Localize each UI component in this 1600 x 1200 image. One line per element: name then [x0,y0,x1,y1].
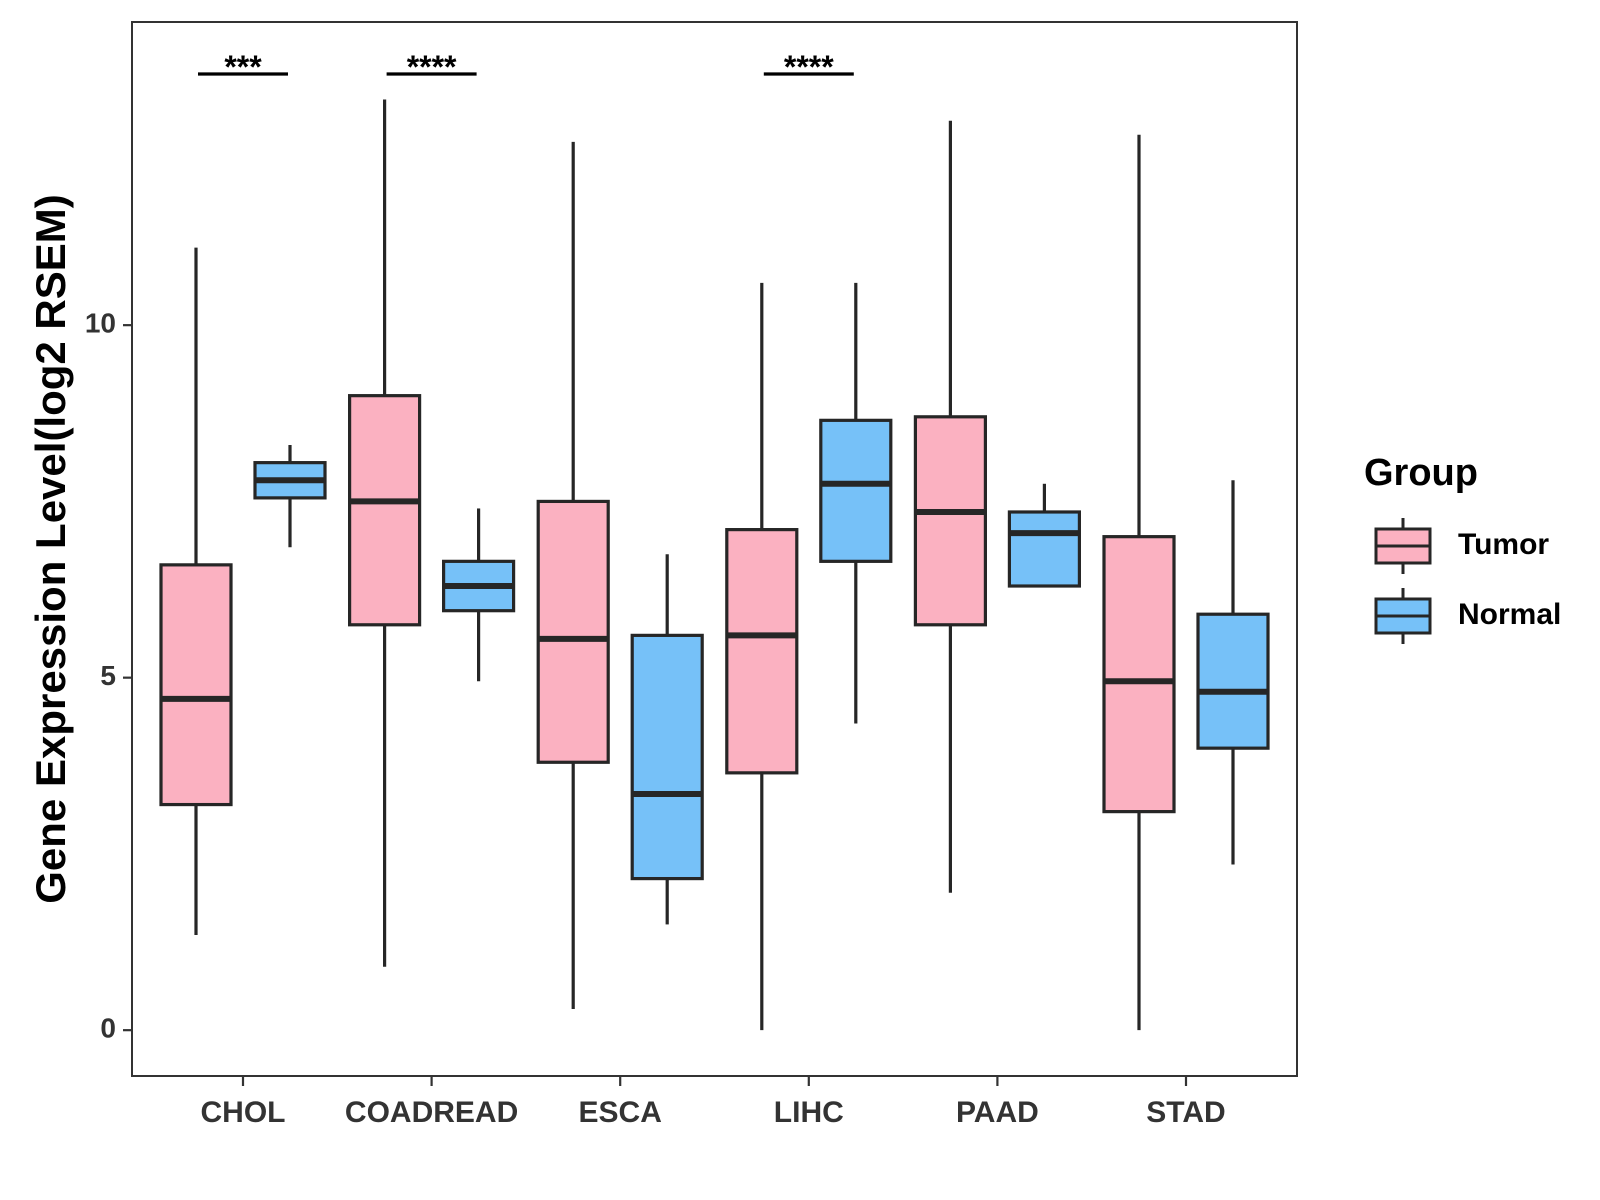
boxes [159,99,1270,1031]
y-tick-label: 0 [100,1013,116,1044]
box-body [348,394,422,627]
significance-coadread: **** [386,49,477,85]
box-tumor-lihc [725,282,799,1031]
box-tumor-paad [913,120,988,893]
box-normal-esca [630,554,704,925]
box-body [1196,612,1270,750]
significance-chol: *** [198,49,288,85]
box-tumor-chol [159,247,233,935]
box-body [536,499,610,764]
x-tick-label: CHOL [201,1096,286,1129]
x-tick-label: STAD [1146,1096,1225,1129]
legend-item-tumor: Tumor [1374,518,1549,574]
significance-label: *** [224,49,262,85]
box-tumor-coadread [348,99,422,967]
box-body [1102,535,1176,814]
x-axis: CHOL COADREAD ESCA LIHC PAAD STAD [201,1076,1226,1129]
x-tick-label: COADREAD [345,1096,518,1129]
legend: Group Tumor Normal [1364,452,1561,644]
box-body [819,418,893,563]
y-axis: 0 5 10 [85,308,132,1044]
legend-label: Normal [1458,598,1561,631]
box-body [913,415,988,627]
box-body [630,633,704,881]
box-normal-coadread [442,508,516,682]
x-tick-label: ESCA [579,1096,662,1129]
box-body [159,563,233,807]
legend-item-normal: Normal [1374,588,1561,644]
y-tick-label: 10 [85,308,116,339]
box-normal-paad [1007,483,1082,588]
box-normal-stad [1196,480,1270,865]
significance-lihc: **** [763,49,854,85]
legend-title: Group [1364,452,1478,494]
y-axis-label: Gene Expression Level(log2 RSEM) [27,194,74,904]
box-normal-lihc [819,282,893,724]
x-tick-label: PAAD [956,1096,1039,1129]
significance-annotations: *** **** **** [198,49,854,85]
y-tick-label: 5 [100,660,116,691]
x-tick-label: LIHC [774,1096,844,1129]
box-tumor-esca [536,141,610,1010]
box-tumor-stad [1102,134,1176,1031]
legend-items: Tumor Normal [1374,518,1561,644]
significance-label: **** [407,49,457,85]
box-normal-chol [253,445,327,548]
legend-label: Tumor [1458,528,1549,561]
box-body [1007,510,1082,588]
box-body [725,528,799,775]
significance-label: **** [784,49,834,85]
